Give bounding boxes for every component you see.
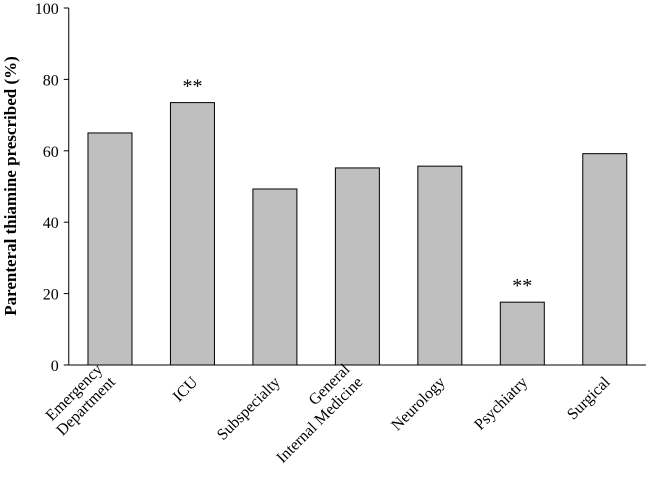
bar (87, 132, 133, 366)
y-axis-label: Parenteral thiamine prescribed (%) (1, 56, 20, 316)
y-tick-label: 80 (43, 72, 59, 89)
y-tick-label: 60 (43, 144, 59, 161)
x-tick-label: Neurology (388, 374, 448, 434)
annotation: ** (512, 275, 532, 297)
y-tick-label: 20 (43, 287, 59, 304)
bar (582, 153, 628, 366)
y-tick-label: 100 (35, 1, 59, 18)
y-tick-label: 40 (43, 215, 59, 232)
annotation: ** (182, 76, 202, 98)
x-tick-label: Subspecialty (214, 374, 284, 444)
x-tick-label: GeneralInternal Medicine (261, 361, 367, 467)
bar (334, 167, 380, 366)
bar (417, 165, 463, 366)
bar (169, 102, 215, 366)
x-tick-label: Psychiatry (471, 374, 531, 434)
x-tick-label: ICU (170, 373, 202, 405)
x-tick-label: Surgical (564, 373, 614, 423)
bar (499, 301, 545, 366)
y-tick-label: 0 (51, 358, 59, 375)
bar (252, 188, 298, 366)
